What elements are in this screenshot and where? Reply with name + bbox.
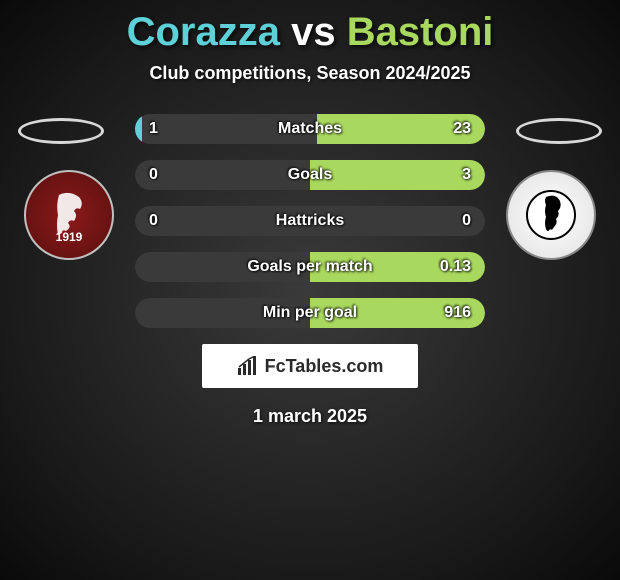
club-year: 1919 — [56, 230, 83, 244]
chart-icon — [237, 356, 259, 376]
watermark-badge: FcTables.com — [202, 344, 418, 388]
stat-label: Matches — [278, 120, 342, 138]
salernitana-crest-icon: 1919 — [44, 185, 94, 245]
watermark-text: FcTables.com — [265, 356, 384, 377]
stats-area: 1919 1 23 Matches 0 3 Goals 0 0 Hattricks 0.13 Goa… — [0, 114, 620, 328]
stat-value-right: 916 — [444, 304, 471, 322]
stat-label: Goals per match — [247, 258, 372, 276]
cesena-crest-icon — [526, 185, 576, 245]
stat-value-left: 1 — [149, 120, 158, 138]
stat-label: Goals — [288, 166, 332, 184]
comparison-title: Corazza vs Bastoni — [0, 0, 620, 55]
player2-marker-ellipse — [516, 118, 602, 144]
stat-row: 0 0 Hattricks — [135, 206, 485, 236]
stat-value-left: 0 — [149, 212, 158, 230]
player1-marker-ellipse — [18, 118, 104, 144]
stat-fill-right — [310, 160, 485, 190]
stat-label: Min per goal — [263, 304, 357, 322]
snapshot-date: 1 march 2025 — [0, 406, 620, 427]
stat-value-right: 3 — [462, 166, 471, 184]
stat-row: 0.13 Goals per match — [135, 252, 485, 282]
vs-separator: vs — [291, 10, 336, 54]
stat-value-right: 0.13 — [440, 258, 471, 276]
stat-fill-left — [135, 114, 142, 144]
stat-row: 916 Min per goal — [135, 298, 485, 328]
player1-name: Corazza — [127, 10, 280, 54]
stat-value-left: 0 — [149, 166, 158, 184]
stat-row: 0 3 Goals — [135, 160, 485, 190]
player2-name: Bastoni — [347, 10, 494, 54]
stat-rows: 1 23 Matches 0 3 Goals 0 0 Hattricks 0.13 Goals pe… — [135, 114, 485, 328]
subtitle: Club competitions, Season 2024/2025 — [0, 63, 620, 84]
club-logo-left: 1919 — [24, 170, 114, 260]
club-logo-right — [506, 170, 596, 260]
stat-label: Hattricks — [276, 212, 344, 230]
stat-value-right: 0 — [462, 212, 471, 230]
stat-row: 1 23 Matches — [135, 114, 485, 144]
stat-value-right: 23 — [453, 120, 471, 138]
